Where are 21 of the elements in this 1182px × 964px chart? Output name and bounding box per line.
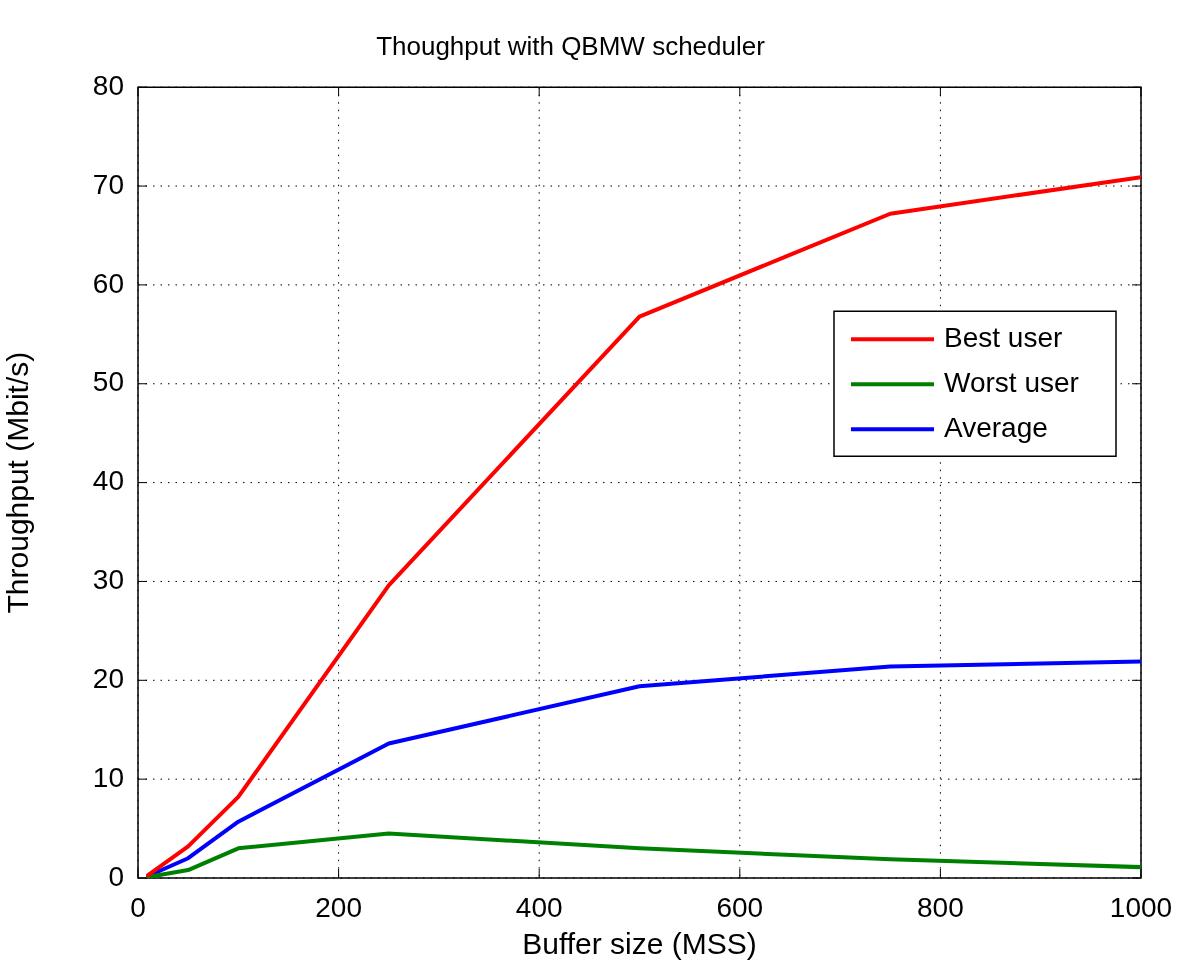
y-tick-label: 50 — [92, 366, 124, 398]
y-tick-label: 30 — [92, 564, 124, 596]
y-tick-label: 0 — [108, 860, 124, 892]
x-tick-label: 400 — [515, 891, 563, 923]
x-tick-label: 600 — [716, 891, 764, 923]
chart-title: Thoughput with QBMW scheduler — [376, 30, 766, 61]
y-axis-title: Throughput (Mbit/s) — [1, 351, 35, 614]
y-tick-label: 80 — [92, 69, 124, 101]
x-axis-title: Buffer size (MSS) — [522, 927, 757, 961]
y-tick-label: 20 — [92, 663, 124, 695]
x-tick-label: 1000 — [1109, 891, 1173, 923]
legend-label: Best user — [944, 321, 1063, 353]
y-tick-label: 40 — [92, 465, 124, 497]
x-tick-label: 800 — [917, 891, 964, 923]
y-tick-label: 60 — [92, 267, 124, 299]
y-tick-label: 10 — [92, 761, 124, 793]
legend-label: Average — [944, 411, 1048, 443]
y-tick-label: 70 — [92, 168, 124, 200]
x-tick-label: 200 — [315, 891, 362, 923]
x-tick-label: 0 — [130, 891, 146, 923]
legend-label: Worst user — [944, 366, 1079, 398]
